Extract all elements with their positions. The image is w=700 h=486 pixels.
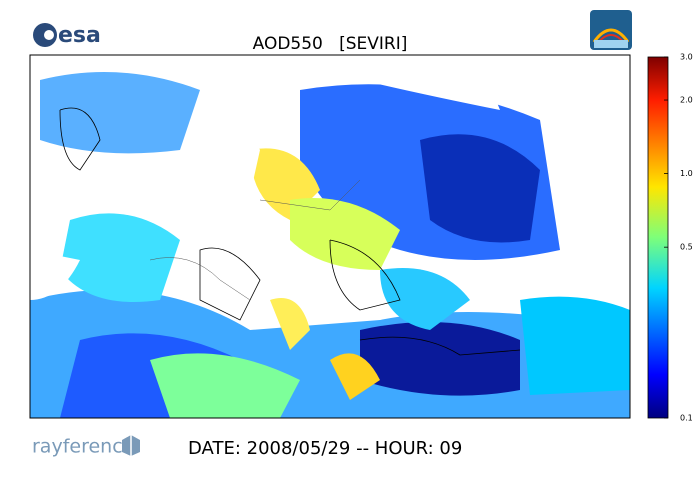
colorbar-tick-label: 3.0 [680,53,693,62]
colorbar-tick-label: 1.0 [680,169,693,178]
cci-icon [590,10,632,50]
rayference-text: rayference [32,436,134,458]
esa-logo: esa [33,23,101,48]
esa-text: esa [58,23,101,48]
rayference-logo: rayference [32,435,140,458]
colorbar-tick-label: 0.1 [680,414,693,423]
map [30,55,630,418]
colorbar-tick-label: 0.5 [680,243,693,252]
colorbar-tick-label: 2.0 [680,96,693,105]
colorbar-ticks: 0.1 0.5 1.0 2.0 3.0 [664,53,693,423]
colorbar [647,56,669,419]
title: AOD550 [SEVIRI] [253,34,408,54]
map-frame [29,54,631,419]
date-text: DATE: 2008/05/29 -- HOUR: 09 [188,438,462,459]
